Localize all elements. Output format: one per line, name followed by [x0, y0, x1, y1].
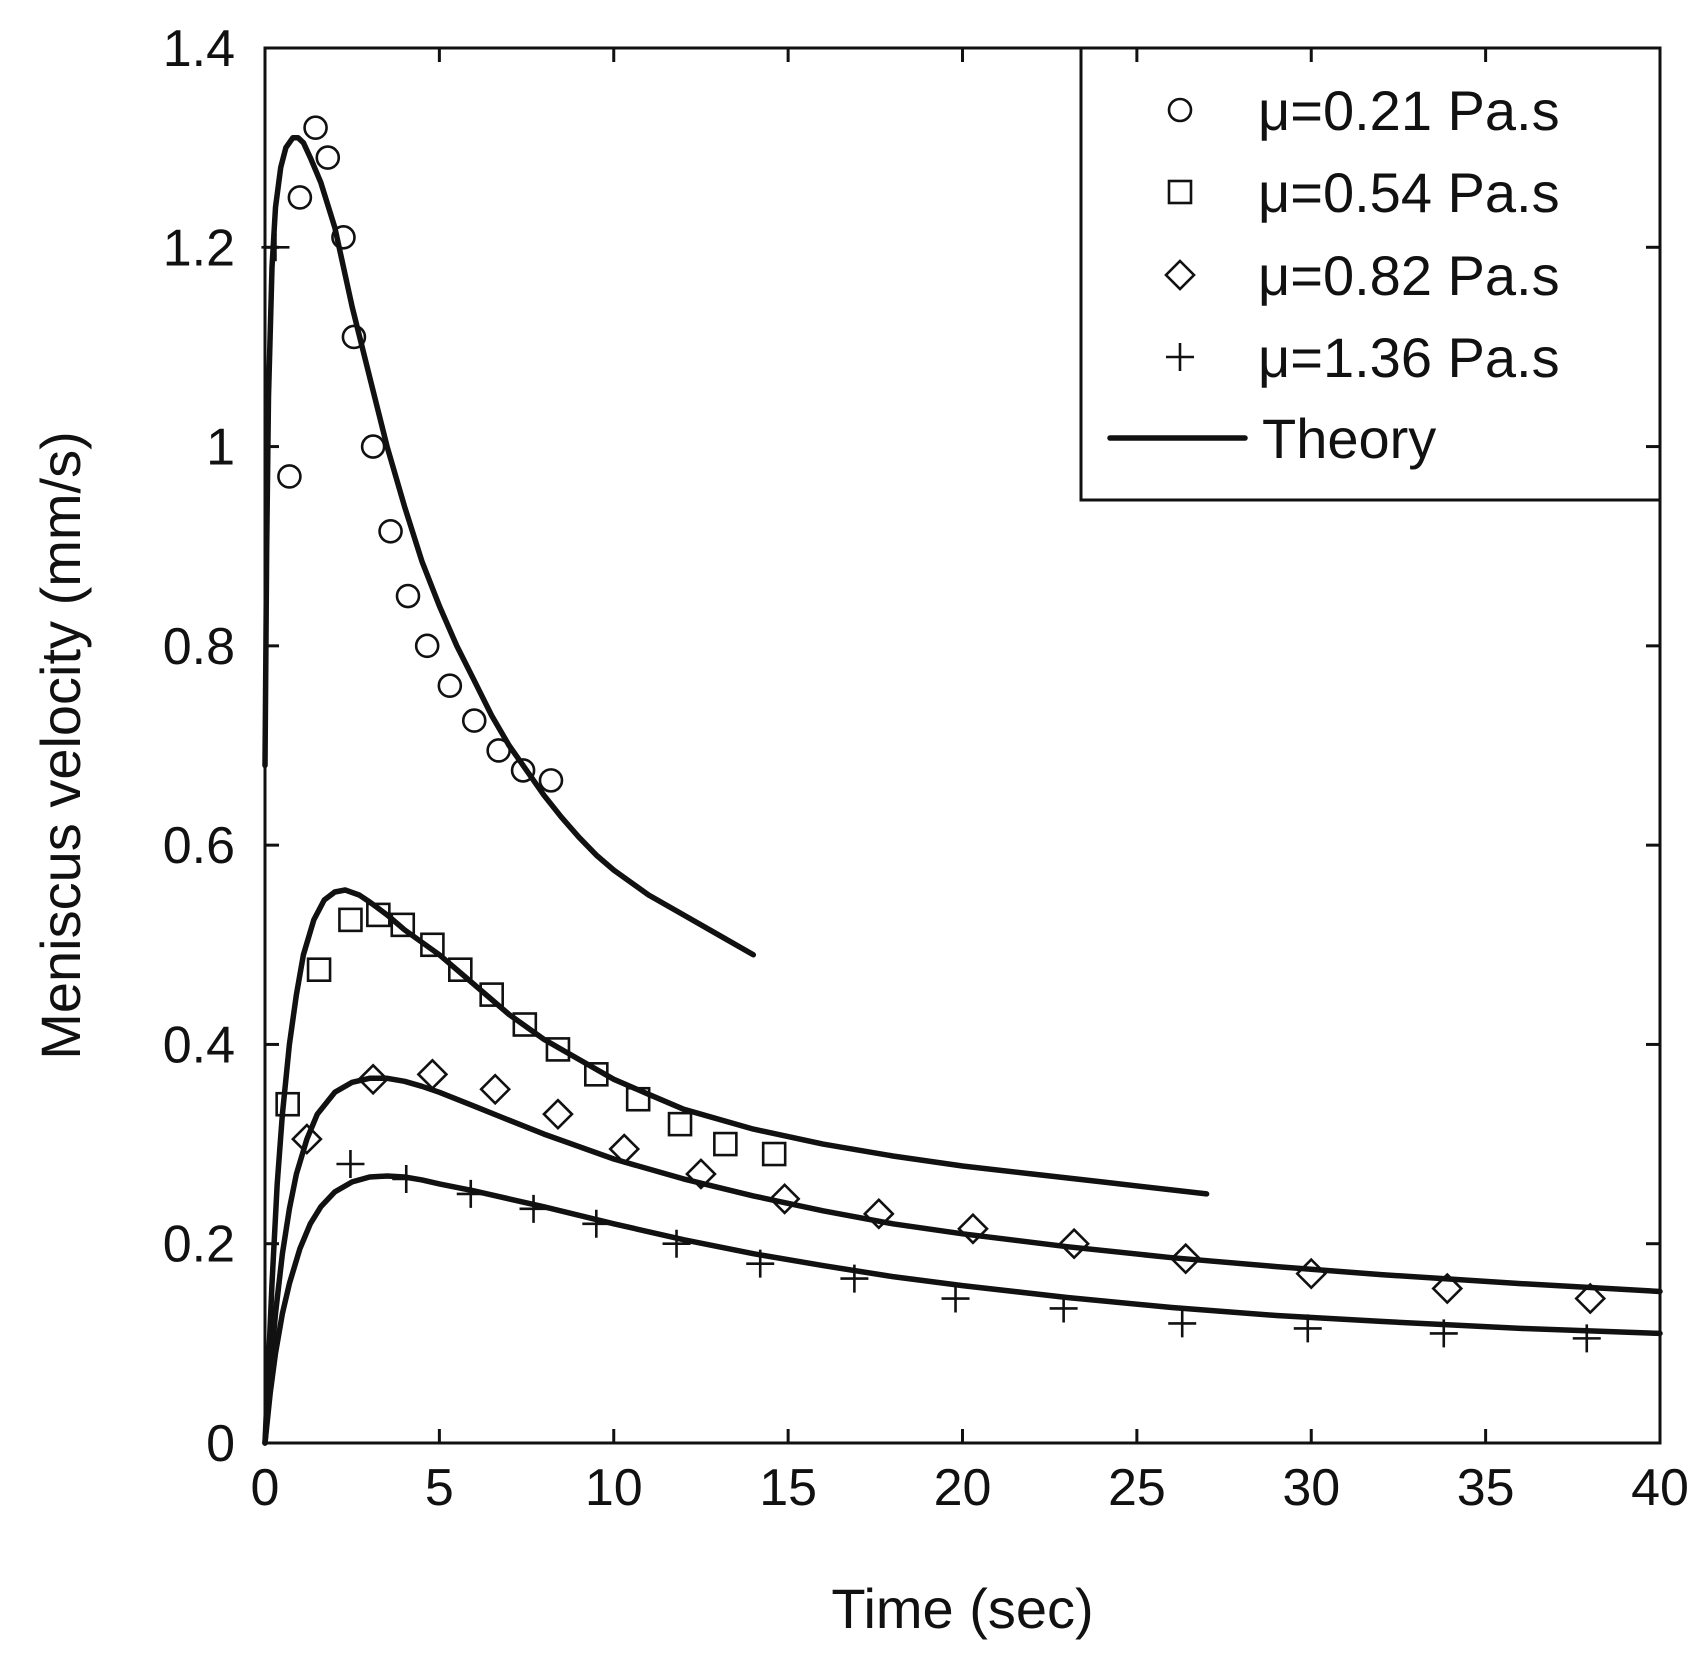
data-point-circle: [331, 225, 356, 250]
data-point-plus: [456, 1179, 485, 1208]
data-point-diamond: [685, 1158, 717, 1190]
data-point-diamond: [479, 1073, 512, 1106]
data-point-square: [447, 957, 473, 982]
x-tick-label: 0: [251, 1459, 280, 1517]
data-point-diamond: [542, 1098, 574, 1131]
data-point-plus: [662, 1229, 691, 1258]
data-point-diamond: [1574, 1282, 1607, 1315]
legend-marker-diamond: [1164, 259, 1196, 291]
legend: μ=0.21 Pa.s μ=0.54 Pa.s μ=0.82 Pa.s μ=1.36 …: [1079, 46, 1662, 502]
theory-curve: [262, 1075, 1663, 1446]
data-point-diamond: [1169, 1242, 1202, 1275]
data-point-circle: [315, 145, 341, 170]
legend-label: μ=0.54 Pa.s: [1258, 161, 1560, 224]
theory-curve: [262, 1173, 1663, 1446]
data-point-diamond: [416, 1058, 449, 1091]
data-point-diamond: [291, 1123, 323, 1155]
legend-marker-circle: [1167, 97, 1193, 123]
data-point-circle: [277, 464, 302, 489]
data-point-circle: [510, 758, 536, 783]
data-point-circle: [461, 708, 487, 733]
y-axis-title: Meniscus velocity (mm/s): [29, 431, 92, 1060]
data-point-square: [625, 1086, 651, 1112]
x-tick-label: 40: [1631, 1459, 1689, 1517]
x-axis-title: Time (sec): [831, 1577, 1093, 1640]
data-point-square: [713, 1131, 738, 1157]
data-point-square: [366, 902, 391, 928]
data-point-circle: [414, 633, 440, 659]
data-point-diamond: [862, 1197, 895, 1230]
x-tick-label: 30: [1282, 1459, 1340, 1517]
data-point-plus: [582, 1209, 611, 1238]
x-tick-label: 15: [759, 1459, 817, 1517]
y-tick-label: 0.6: [163, 817, 235, 875]
data-point-square: [306, 957, 332, 982]
theory-curve: [262, 887, 1210, 1446]
data-point-diamond: [768, 1183, 801, 1215]
data-point-plus: [1572, 1324, 1601, 1353]
data-point-square: [420, 932, 445, 958]
data-point-plus: [840, 1264, 869, 1293]
x-tick-label: 10: [585, 1459, 643, 1517]
data-point-square: [479, 982, 504, 1007]
data-point-diamond: [608, 1133, 641, 1165]
legend-box: [1079, 46, 1662, 502]
x-tick-label: 5: [425, 1459, 454, 1517]
data-point-square: [584, 1062, 609, 1087]
data-point-circle: [360, 434, 386, 459]
data-point-circle: [486, 738, 511, 763]
y-tick-label: 0: [206, 1415, 235, 1473]
data-point-square: [761, 1141, 787, 1167]
data-point-square: [275, 1091, 300, 1117]
data-point-plus: [392, 1164, 421, 1193]
data-points: [261, 115, 1607, 1353]
legend-marker-plus: [1166, 343, 1194, 371]
theory-curve: [262, 134, 757, 958]
x-tick-label: 20: [934, 1459, 992, 1517]
data-point-square: [545, 1037, 571, 1062]
data-point-plus: [746, 1249, 775, 1278]
y-tick-label: 0.8: [163, 618, 235, 676]
y-tick-label: 0.2: [163, 1216, 235, 1274]
data-point-plus: [519, 1194, 548, 1223]
plot-frame: [263, 46, 1662, 1445]
x-tick-label: 35: [1457, 1459, 1515, 1517]
data-point-diamond: [1295, 1257, 1328, 1290]
data-point-plus: [1429, 1319, 1458, 1348]
data-point-circle: [341, 324, 367, 350]
y-tick-label: 0.4: [163, 1016, 235, 1074]
data-point-circle: [378, 518, 403, 544]
data-point-circle: [395, 583, 421, 609]
data-point-diamond: [1058, 1227, 1090, 1260]
data-point-diamond: [957, 1212, 989, 1245]
data-point-plus: [1049, 1294, 1078, 1323]
data-point-circle: [303, 115, 328, 141]
y-tick-label: 1: [206, 419, 235, 477]
legend-label: μ=1.36 Pa.s: [1258, 326, 1560, 389]
data-point-circle: [287, 185, 313, 210]
data-point-circle: [538, 768, 564, 793]
legend-marker-square: [1167, 179, 1193, 205]
tick-labels: 0 5 10 15 20 25 30 35 40 0 0.2 0.4 0.6 0.8 1 1.2 1.4: [163, 20, 1689, 1517]
data-point-plus: [1293, 1314, 1322, 1343]
legend-label: μ=0.21 Pa.s: [1258, 79, 1560, 142]
data-point-plus: [941, 1284, 970, 1313]
data-point-plus: [1168, 1309, 1197, 1338]
data-point-diamond: [357, 1063, 389, 1096]
data-point-square: [512, 1012, 538, 1037]
legend-label: μ=0.82 Pa.s: [1258, 244, 1560, 307]
y-tick-label: 1.4: [163, 20, 235, 78]
data-point-plus: [336, 1150, 365, 1178]
data-point-square: [338, 907, 363, 933]
data-point-diamond: [1431, 1272, 1464, 1305]
legend-label: Theory: [1262, 407, 1436, 470]
data-point-circle: [437, 673, 463, 699]
data-point-square: [390, 912, 416, 938]
x-tick-label: 25: [1108, 1459, 1166, 1517]
data-point-square: [667, 1111, 693, 1137]
y-tick-label: 1.2: [163, 219, 235, 277]
